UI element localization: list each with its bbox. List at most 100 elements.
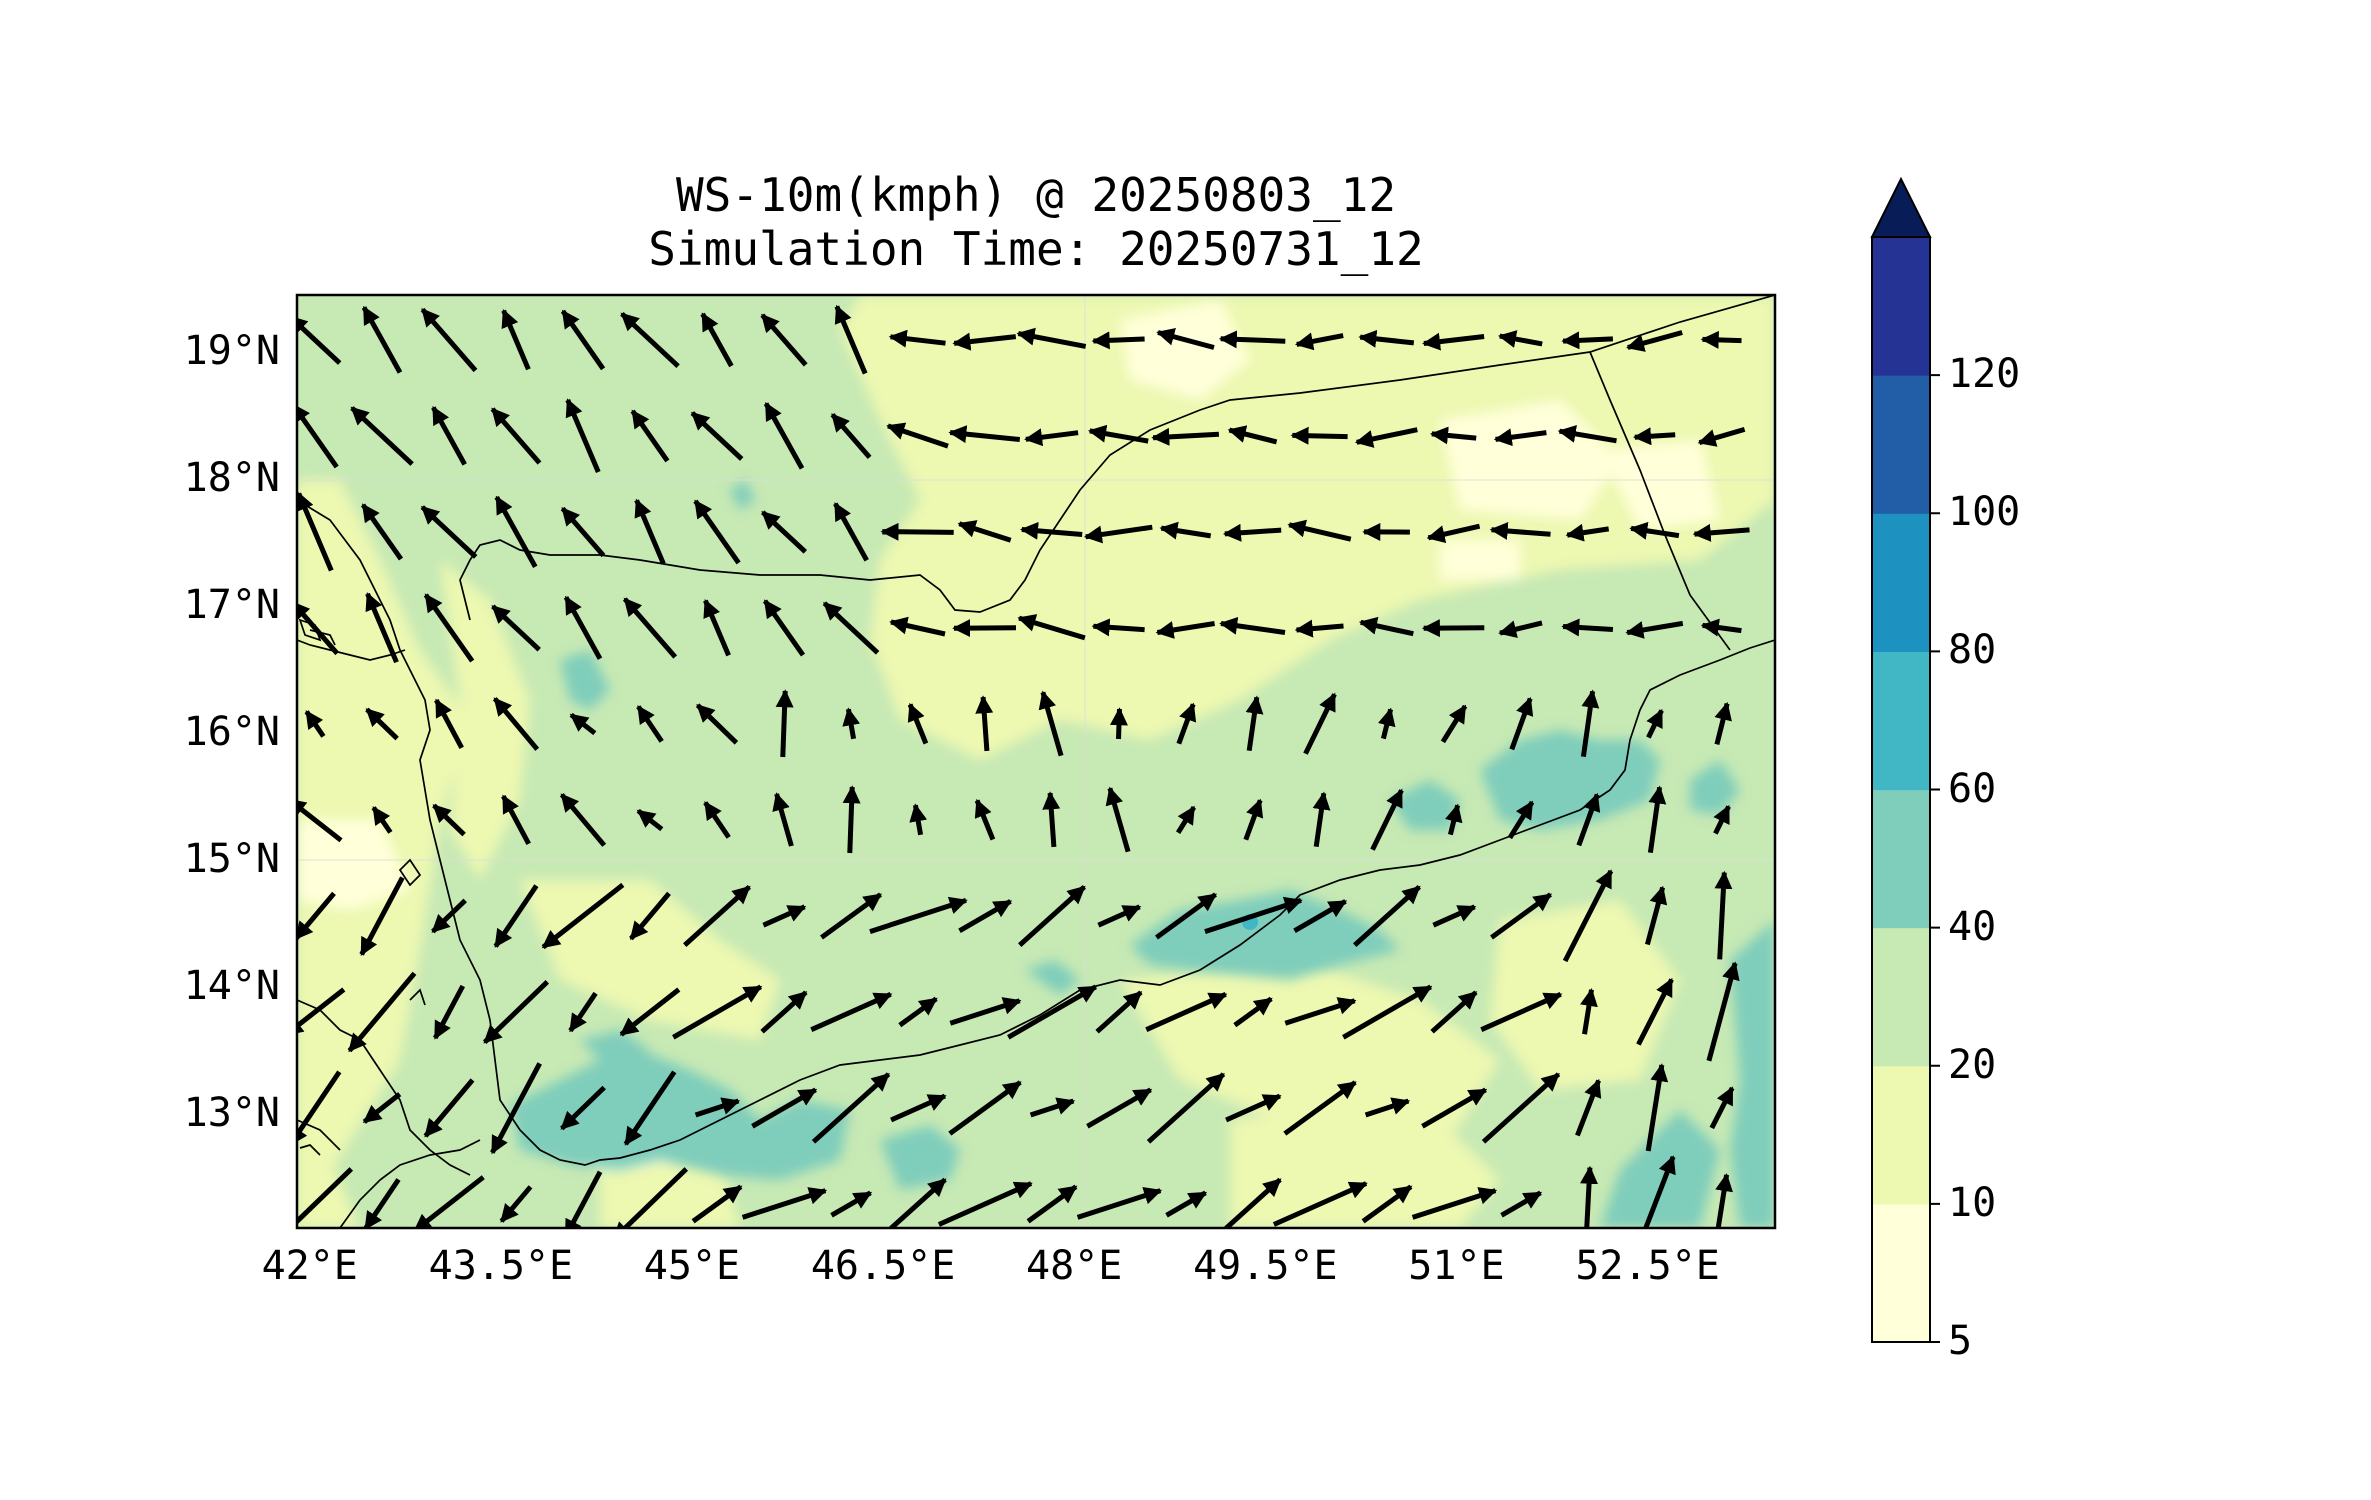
wind-arrow — [1715, 1173, 1733, 1228]
wind-arrow — [1647, 785, 1667, 854]
lon-tick-label: 48°E — [1026, 1243, 1123, 1289]
wind-arrow — [1225, 1093, 1282, 1123]
wind-arrow — [1509, 696, 1534, 751]
wind-arrow — [629, 891, 671, 941]
wind-arrow — [563, 595, 603, 660]
wind-arrow — [1507, 800, 1535, 840]
wind-arrow — [420, 505, 478, 559]
wind-arrow — [1580, 1165, 1599, 1228]
wind-arrow — [1490, 892, 1552, 940]
colorbar-segment — [1872, 927, 1930, 1067]
colorbar-segment — [1872, 237, 1930, 376]
wind-arrow — [1692, 523, 1750, 542]
wind-arrow — [501, 794, 531, 845]
wind-arrow — [886, 422, 949, 449]
wind-arrow — [1561, 618, 1614, 637]
wind-arrow — [937, 1181, 1033, 1227]
wind-arrow — [1342, 984, 1433, 1040]
wind-arrow — [362, 1092, 402, 1124]
lat-tick-label: 14°N — [183, 962, 280, 1009]
wind-arrow — [775, 689, 794, 758]
wind-arrow — [1165, 1190, 1208, 1218]
wind-arrow — [619, 987, 681, 1037]
wind-arrow — [365, 707, 399, 741]
lat-tick-label: 13°N — [183, 1089, 280, 1136]
wind-arrow — [889, 616, 946, 637]
wind-arrow — [560, 1085, 606, 1131]
gridlines — [297, 295, 1775, 1228]
wind-arrow — [1646, 708, 1664, 739]
wind-arrow — [423, 593, 475, 663]
wind-arrow — [490, 407, 542, 465]
wind-arrow — [880, 522, 954, 541]
wind-arrow — [691, 1184, 743, 1224]
colorbar-segment — [1872, 375, 1930, 514]
wind-arrow — [297, 987, 346, 1036]
wind-arrow — [1083, 524, 1153, 544]
wind-arrow — [569, 712, 597, 736]
wind-arrow — [431, 406, 467, 466]
wind-arrow — [1227, 425, 1278, 445]
wind-arrow — [1218, 330, 1286, 349]
wind-arrow — [975, 695, 994, 752]
wind-speed-field — [297, 295, 1775, 1228]
wind-arrow — [760, 313, 808, 367]
wind-arrow — [1038, 690, 1064, 757]
wind-arrow — [560, 506, 606, 558]
wind-arrow — [1489, 521, 1551, 540]
wind-arrow — [1426, 523, 1481, 543]
wind-arrow — [1233, 996, 1273, 1028]
wind-arrow — [898, 996, 938, 1028]
lat-tick-label: 16°N — [183, 708, 280, 755]
wind-arrow — [304, 710, 326, 738]
colorbar-tick-label: 20 — [1948, 1041, 1997, 1088]
wind-arrow — [565, 398, 601, 473]
wind-arrow — [1007, 984, 1098, 1040]
colorbar — [1870, 176, 1940, 1343]
wind-arrow — [432, 984, 466, 1040]
wind-arrow — [1312, 791, 1331, 848]
wind-arrow — [811, 1072, 891, 1144]
wind-arrow — [820, 892, 882, 940]
wind-arrow — [297, 1070, 342, 1146]
wind-arrow — [297, 315, 342, 365]
wind-arrow — [1358, 329, 1415, 348]
wind-arrow — [948, 1080, 1022, 1136]
wind-arrow — [568, 991, 598, 1033]
wind-arrow — [431, 898, 467, 934]
wind-arrow — [494, 495, 538, 569]
wind-arrow — [1498, 330, 1543, 348]
wind-arrow — [690, 411, 744, 461]
wind-arrow — [297, 601, 340, 656]
wind-arrow — [1700, 618, 1742, 637]
plot-frame — [295, 293, 1777, 1230]
wind-arrow — [1272, 1181, 1368, 1227]
wind-arrow — [1086, 1087, 1153, 1129]
wind-arrow — [1714, 870, 1733, 960]
lat-tick-label: 18°N — [183, 455, 280, 502]
wind-arrow — [842, 785, 861, 854]
wind-arrow — [413, 1175, 485, 1228]
wind-arrow — [1026, 1184, 1078, 1224]
wind-arrow — [1565, 523, 1610, 542]
wind-arrow — [1629, 521, 1680, 540]
wind-arrow — [1633, 427, 1676, 446]
lon-tick-label: 49.5°E — [1193, 1243, 1338, 1289]
colorbar-segment — [1872, 1203, 1930, 1343]
wind-arrow — [297, 1167, 354, 1225]
wind-arrow — [762, 904, 807, 928]
wind-arrow — [1697, 427, 1746, 447]
wind-arrow — [1017, 614, 1086, 641]
wind-arrow — [833, 502, 869, 562]
wind-arrow — [1561, 331, 1614, 350]
wind-arrow — [1155, 892, 1217, 940]
wind-arrow — [889, 1177, 947, 1228]
wind-arrow — [1151, 427, 1220, 446]
colorbar-segment — [1872, 1065, 1930, 1205]
colorbar-segment — [1872, 789, 1930, 929]
wind-arrow — [499, 1185, 533, 1223]
wind-arrow — [1295, 332, 1344, 351]
wind-arrow — [1353, 885, 1421, 947]
wind-arrow — [361, 305, 403, 374]
wind-arrow — [751, 1087, 818, 1129]
